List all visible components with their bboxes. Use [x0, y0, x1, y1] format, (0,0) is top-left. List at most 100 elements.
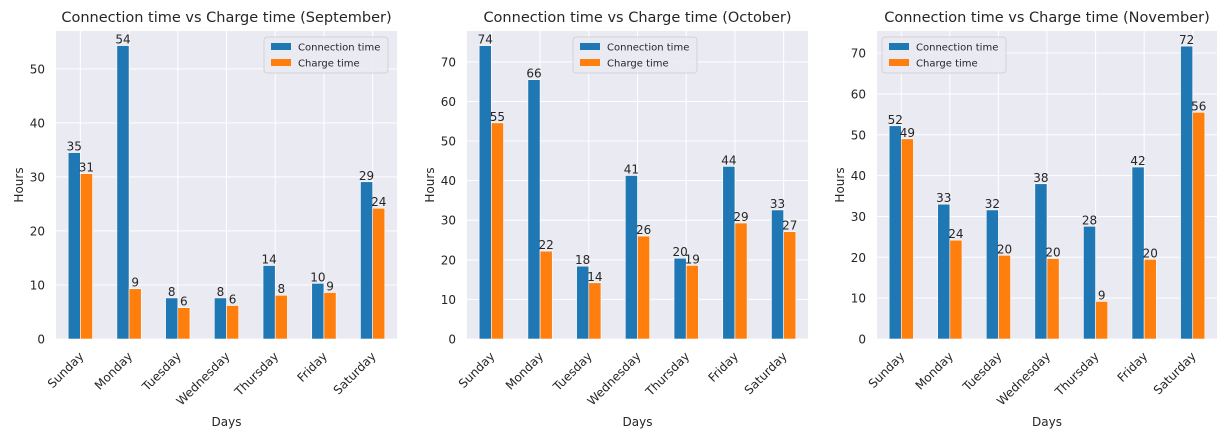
data-label-charge-time: 20 — [997, 242, 1012, 256]
bar-connection-time-friday — [1131, 166, 1145, 340]
bar-charge-time-sunday — [900, 138, 914, 340]
x-tick-label: Tuesday — [139, 349, 184, 394]
legend: Connection time Charge time — [263, 36, 389, 74]
data-label-charge-time: 24 — [371, 195, 386, 209]
y-tick-label: 0 — [858, 333, 866, 347]
data-label-connection-time: 18 — [575, 253, 590, 267]
data-label-charge-time: 55 — [490, 110, 505, 124]
y-tick-label: 20 — [441, 253, 456, 267]
data-label-connection-time: 52 — [888, 113, 903, 127]
y-tick-label: 30 — [851, 210, 866, 224]
data-label-charge-time: 29 — [733, 210, 748, 224]
legend-box — [572, 36, 698, 74]
y-tick-label: 60 — [441, 95, 456, 109]
bar-charge-time-tuesday — [177, 307, 191, 340]
bar-connection-time-monday — [116, 45, 130, 340]
data-label-charge-time: 19 — [685, 252, 700, 266]
x-tick-label: Thursday — [231, 349, 281, 399]
bar-charge-time-thursday — [274, 294, 288, 340]
x-tick-label: Friday — [705, 349, 741, 385]
bar-charge-time-saturday — [372, 207, 386, 340]
bar-charge-time-thursday — [685, 265, 699, 340]
bar-charge-time-sunday — [80, 173, 93, 340]
y-tick-label: 50 — [30, 62, 45, 76]
x-tick-label: Sunday — [456, 349, 498, 391]
y-tick-label: 0 — [448, 333, 456, 347]
y-tick-label: 20 — [30, 224, 45, 238]
data-label-connection-time: 32 — [985, 197, 1000, 211]
y-tick-label: 70 — [851, 47, 866, 61]
bar-connection-time-tuesday — [985, 209, 999, 340]
y-axis-label: Hours — [833, 167, 847, 202]
data-label-charge-time: 20 — [1143, 246, 1158, 260]
data-label-connection-time: 54 — [115, 33, 130, 47]
bar-charge-time-monday — [539, 250, 553, 340]
y-tick-label: 0 — [37, 333, 45, 347]
bar-charge-time-saturday — [1192, 111, 1206, 340]
data-label-charge-time: 24 — [948, 227, 963, 241]
legend-label-charge-time: Charge time — [298, 59, 360, 70]
bar-charge-time-tuesday — [588, 282, 602, 340]
bar-connection-time-wednesday — [1034, 183, 1048, 340]
x-tick-label: Tuesday — [959, 349, 1004, 394]
data-label-charge-time: 27 — [782, 219, 797, 233]
legend-label-connection-time: Connection time — [298, 43, 380, 54]
chart-panel-3: 0 10 20 30 40 50 60 70 52 33 32 38 28 42 72 49 24 20 20 9 20… — [833, 10, 1217, 429]
y-tick-label: 10 — [441, 293, 456, 307]
bar-connection-time-friday — [722, 166, 736, 340]
bar-charge-time-sunday — [491, 122, 504, 340]
chart-title: Connection time vs Charge time (Septembe… — [61, 10, 391, 26]
data-label-charge-time: 6 — [229, 292, 237, 306]
data-label-connection-time: 20 — [672, 245, 687, 259]
data-label-connection-time: 8 — [217, 285, 225, 299]
data-label-connection-time: 42 — [1130, 154, 1145, 168]
data-label-connection-time: 44 — [721, 153, 736, 167]
legend-swatch-charge-time — [580, 59, 600, 66]
y-tick-label: 60 — [851, 87, 866, 101]
bar-connection-time-sunday — [888, 125, 902, 340]
legend-swatch-connection-time — [889, 43, 909, 50]
data-label-charge-time: 31 — [79, 161, 94, 175]
x-tick-label: Sunday — [45, 349, 87, 391]
x-tick-label: Sunday — [866, 349, 908, 391]
x-tick-label: Thursday — [642, 349, 692, 399]
legend-swatch-charge-time — [889, 59, 909, 66]
x-axis-label: Days — [623, 415, 653, 429]
data-label-connection-time: 38 — [1033, 171, 1048, 185]
legend-swatch-charge-time — [271, 59, 291, 66]
bar-connection-time-friday — [311, 283, 325, 340]
bar-connection-time-monday — [937, 203, 951, 340]
data-label-charge-time: 22 — [539, 238, 554, 252]
y-tick-label: 30 — [30, 170, 45, 184]
y-tick-label: 20 — [851, 251, 866, 265]
data-label-connection-time: 28 — [1082, 213, 1097, 227]
data-label-connection-time: 10 — [310, 270, 325, 284]
x-tick-label: Monday — [92, 349, 135, 392]
legend-label-connection-time: Connection time — [607, 43, 689, 54]
y-tick-label: 10 — [30, 278, 45, 292]
bar-charge-time-tuesday — [998, 254, 1011, 340]
bar-charge-time-wednesday — [226, 305, 239, 340]
x-tick-label: Monday — [913, 349, 956, 392]
bar-charge-time-friday — [1143, 259, 1157, 340]
data-label-connection-time: 29 — [359, 169, 374, 183]
x-tick-label: Saturday — [1151, 349, 1199, 397]
y-tick-label: 50 — [851, 128, 866, 142]
bar-charge-time-friday — [323, 292, 337, 340]
x-tick-label: Friday — [294, 349, 330, 385]
data-label-charge-time: 9 — [326, 280, 334, 294]
data-label-connection-time: 33 — [770, 197, 785, 211]
y-axis-label: Hours — [423, 167, 437, 202]
data-label-connection-time: 14 — [261, 253, 276, 267]
bar-connection-time-thursday — [673, 257, 687, 340]
y-tick-label: 50 — [441, 135, 456, 149]
chart-title: Connection time vs Charge time (October) — [483, 10, 791, 26]
x-tick-label: Monday — [503, 349, 546, 392]
y-tick-label: 40 — [441, 174, 456, 188]
legend-box — [263, 36, 389, 74]
bar-charge-time-monday — [128, 288, 142, 340]
bar-connection-time-wednesday — [625, 175, 638, 340]
